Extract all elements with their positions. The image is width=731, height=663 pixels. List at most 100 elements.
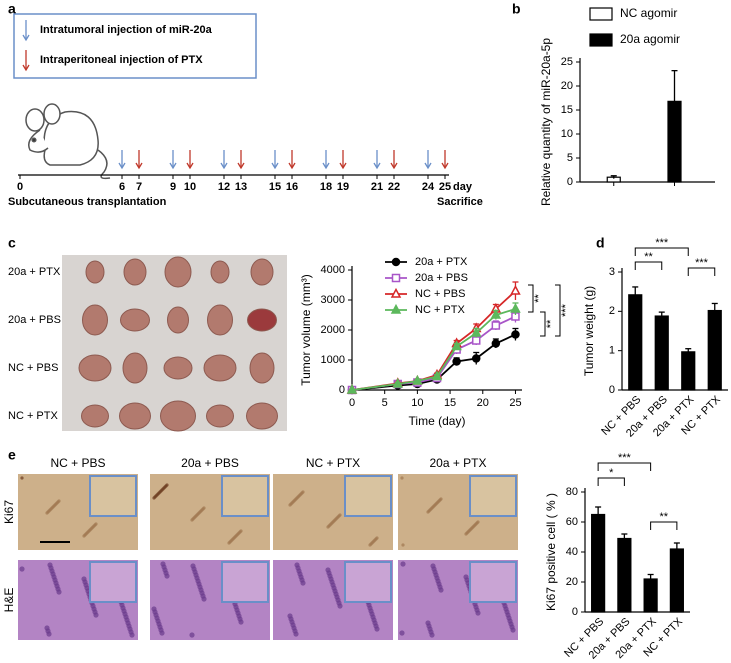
significance-bracket xyxy=(597,477,625,486)
marker xyxy=(510,302,521,313)
cell xyxy=(287,613,293,619)
mir20a-arrow xyxy=(322,150,330,170)
y-tick-label: 40 xyxy=(566,546,578,558)
histology-inset xyxy=(221,561,269,603)
legend-swatch xyxy=(589,7,613,21)
y-tick-label: 25 xyxy=(561,56,573,68)
significance-bracket xyxy=(634,261,663,270)
y-tick-label: 20 xyxy=(566,576,578,588)
bar xyxy=(617,537,632,613)
y-tick-label: 5 xyxy=(567,152,573,164)
significance-bracket xyxy=(597,462,652,471)
cell xyxy=(47,562,53,568)
cell xyxy=(400,476,404,480)
x-tick-label: 20 xyxy=(477,397,489,409)
marker xyxy=(491,339,501,348)
cell xyxy=(430,563,436,569)
cell xyxy=(190,518,194,522)
cell xyxy=(20,476,24,480)
significance-label: ** xyxy=(545,319,557,328)
significance-label: *** xyxy=(618,452,632,464)
arrow-head xyxy=(373,162,381,170)
y-tick-label: 2000 xyxy=(321,324,345,336)
cell xyxy=(160,561,166,567)
cell xyxy=(189,632,195,638)
legend-box xyxy=(13,13,257,79)
photo-row-label: 20a + PBS xyxy=(8,314,61,326)
y-tick-label: 1 xyxy=(609,345,615,357)
y-tick-label: 20 xyxy=(561,80,573,92)
error-bar xyxy=(610,175,617,179)
timeline-label: 22 xyxy=(388,181,400,193)
panel-label: b xyxy=(512,1,521,17)
y-axis-label: Ki67 positive cell ( % ) xyxy=(544,493,558,611)
photo-row-label: NC + PTX xyxy=(8,410,58,422)
significance-bracket xyxy=(540,311,546,337)
timeline-end: Sacrifice xyxy=(437,196,483,208)
arrow-head xyxy=(118,162,126,170)
significance-bracket xyxy=(634,247,689,256)
histology-row-label: Ki67 xyxy=(2,500,16,524)
arrow-head xyxy=(186,162,194,170)
arrow-head xyxy=(424,162,432,170)
y-tick-label: 3000 xyxy=(321,294,345,306)
x-tick-label: 25 xyxy=(509,397,521,409)
timeline-label: 16 xyxy=(286,181,298,193)
error-bar xyxy=(647,573,654,584)
tumor xyxy=(250,258,274,286)
cell xyxy=(401,543,405,547)
histology-column-label: NC + PBS xyxy=(50,456,105,470)
tumor xyxy=(246,402,278,430)
y-tick-label: 0 xyxy=(609,384,615,396)
cell xyxy=(425,620,431,626)
y-tick-label: 3 xyxy=(609,266,615,278)
legend-text: Intratumoral injection of miR-20a xyxy=(40,24,213,36)
y-tick-label: 4000 xyxy=(321,264,345,276)
timeline-label: 13 xyxy=(235,181,247,193)
timeline-label: 15 xyxy=(269,181,281,193)
significance-bracket xyxy=(687,267,716,276)
legend-label: NC agomir xyxy=(620,6,677,20)
y-tick-label: 1000 xyxy=(321,354,345,366)
cell xyxy=(368,543,372,547)
cell xyxy=(400,561,406,567)
significance-label: * xyxy=(609,467,614,479)
arrow-head xyxy=(390,162,398,170)
cell xyxy=(19,566,25,572)
cell xyxy=(190,563,196,569)
ptx-arrow xyxy=(186,150,194,170)
legend-label: 20a + PTX xyxy=(415,256,468,268)
arrow-head xyxy=(288,162,296,170)
arrow-head xyxy=(135,162,143,170)
legend-label: NC + PTX xyxy=(415,304,465,316)
legend-marker xyxy=(390,287,402,298)
histology-inset xyxy=(344,475,392,517)
timeline-label: 24 xyxy=(422,181,435,193)
y-tick-label: 0 xyxy=(572,606,578,618)
ptx-arrow xyxy=(339,150,347,170)
legend-arrow xyxy=(22,20,30,42)
marker xyxy=(491,321,501,330)
tumor xyxy=(249,352,275,384)
ptx-arrow xyxy=(135,150,143,170)
cell xyxy=(81,576,87,582)
y-tick-label: 0 xyxy=(339,384,345,396)
ptx-arrow xyxy=(237,150,245,170)
error-bar xyxy=(658,311,665,320)
error-bar xyxy=(685,348,692,355)
tumor xyxy=(123,258,147,286)
cell xyxy=(288,503,292,507)
cell xyxy=(82,534,86,538)
marker xyxy=(346,383,358,394)
tumor xyxy=(164,256,192,288)
tumor xyxy=(122,352,148,384)
ptx-arrow xyxy=(390,150,398,170)
x-axis-label: Time (day) xyxy=(409,414,466,428)
ptx-arrow xyxy=(288,150,296,170)
significance-label: ** xyxy=(533,294,545,303)
y-tick-label: 15 xyxy=(561,104,573,116)
panel-label: c xyxy=(8,235,16,251)
arrow-head xyxy=(22,34,30,42)
significance-label: ** xyxy=(644,251,653,263)
